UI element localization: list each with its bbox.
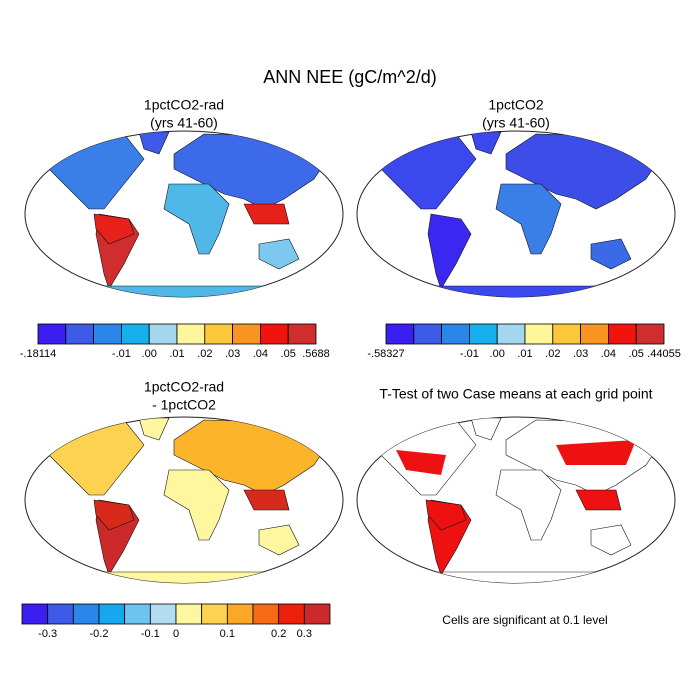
colorbar-label: .02 <box>545 348 560 360</box>
colorbar-box <box>98 603 126 625</box>
panel-title: T-Test of two Case means at each grid po… <box>379 386 652 402</box>
colorbar-box <box>496 323 526 345</box>
colorbar-label: .04 <box>253 348 268 360</box>
colorbar-label: .00 <box>142 348 157 360</box>
panel-title: 1pctCO2-rad <box>144 379 224 395</box>
colorbar-label: .02 <box>197 348 212 360</box>
colorbar-box <box>176 323 206 345</box>
colorbar-label: .04 <box>601 348 616 360</box>
colorbar-label: .01 <box>169 348 184 360</box>
colorbar-label: -0.2 <box>90 628 109 640</box>
map-panel <box>356 416 676 584</box>
colorbar-box <box>580 323 609 345</box>
colorbar-box <box>608 323 637 345</box>
figure-title: ANN NEE (gC/m^2/d) <box>263 67 436 87</box>
colorbar-box <box>524 323 554 345</box>
panel-title: 1pctCO2-rad <box>144 97 224 113</box>
colorbar-box <box>65 323 95 345</box>
colorbar-box <box>413 323 442 345</box>
colorbar-box <box>259 323 289 345</box>
colorbar-label: .05 <box>281 348 296 360</box>
colorbar-label: .03 <box>573 348 588 360</box>
colorbar-label: -0.3 <box>38 628 57 640</box>
colorbar-box <box>21 603 49 625</box>
map-panel <box>24 130 344 298</box>
colorbar-label: 0.3 <box>297 628 312 640</box>
colorbar-label: .01 <box>517 348 532 360</box>
colorbar-box <box>385 323 415 345</box>
colorbar-label: .00 <box>490 348 505 360</box>
colorbar-box <box>204 323 234 345</box>
colorbar-box <box>252 603 280 625</box>
panel-title: - 1pctCO2 <box>152 397 216 413</box>
note: Cells are significant at 0.1 level <box>442 613 607 627</box>
colorbar-label: -.58327 <box>367 348 404 360</box>
colorbar-label: .03 <box>225 348 240 360</box>
map-panel <box>24 416 344 584</box>
colorbar-box <box>47 603 74 625</box>
map-panel <box>356 130 676 298</box>
colorbar-box <box>72 603 100 625</box>
colorbar-box <box>468 323 498 345</box>
colorbar-box <box>232 323 261 345</box>
colorbar-box <box>226 603 254 625</box>
colorbar-label: .44055 <box>647 348 681 360</box>
colorbar-box <box>287 323 317 345</box>
colorbar-box <box>201 603 228 625</box>
colorbar-label: -.01 <box>460 348 479 360</box>
colorbar-box <box>37 323 67 345</box>
colorbar-label: -0.1 <box>141 628 160 640</box>
colorbar-label: 0.2 <box>271 628 286 640</box>
colorbar-label: .05 <box>629 348 644 360</box>
colorbar-label: -.18114 <box>20 348 57 360</box>
panel-title: 1pctCO2 <box>488 97 543 113</box>
colorbar-box <box>149 603 177 625</box>
colorbar-label: 0.1 <box>220 628 235 640</box>
colorbar-box <box>552 323 581 345</box>
colorbar-label: .5688 <box>302 348 330 360</box>
colorbar-box <box>121 323 150 345</box>
colorbar-box <box>175 603 203 625</box>
colorbar-box <box>148 323 178 345</box>
colorbar-box <box>441 323 470 345</box>
colorbar-box <box>93 323 122 345</box>
colorbar-box <box>303 603 331 625</box>
colorbar-label: 0 <box>173 628 179 640</box>
colorbar-label: -.01 <box>112 348 131 360</box>
panel-title: (yrs 41-60) <box>150 115 218 131</box>
colorbar-box <box>635 323 665 345</box>
panel-title: (yrs 41-60) <box>482 115 550 131</box>
colorbar-box <box>278 603 305 625</box>
colorbar-box <box>124 603 151 625</box>
